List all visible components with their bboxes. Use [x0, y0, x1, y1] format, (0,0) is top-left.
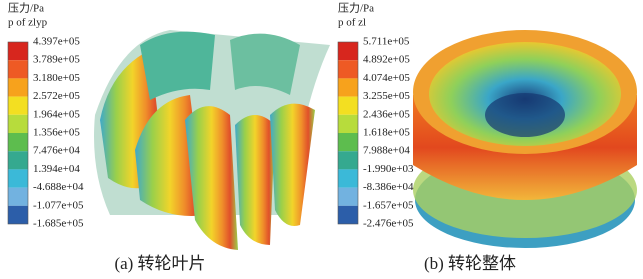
colorbar-segment — [8, 115, 28, 133]
colorbar-label: 4.397e+05 — [33, 36, 80, 48]
colorbar-label: 3.180e+05 — [33, 72, 80, 84]
runner-whole-render — [413, 30, 637, 248]
colorbar-segment — [8, 42, 28, 60]
figure: 压力/Pa p of zlyp 4.397e+05 3.789e+05 3.180e+0… — [0, 0, 643, 279]
colorbar-label: -1.657e+05 — [363, 199, 414, 211]
colorbar-segment — [8, 169, 28, 187]
caption: (b) 转轮整体 — [424, 254, 516, 273]
colorbar-segment — [338, 115, 358, 133]
colorbar-segment — [338, 151, 358, 169]
colorbar-label: 1.618e+05 — [363, 127, 410, 139]
legend-subtitle: p of zl — [338, 17, 366, 29]
legend-title: 压力/Pa — [338, 2, 374, 15]
colorbar-label: 2.572e+05 — [33, 90, 80, 102]
colorbar-label: -2.476e+05 — [363, 218, 414, 230]
colorbar-segment — [338, 42, 358, 60]
colorbar-segment — [8, 78, 28, 96]
colorbar-segment — [8, 133, 28, 151]
colorbar-label: 4.074e+05 — [363, 72, 410, 84]
colorbar-segment — [8, 188, 28, 206]
colorbar-segment — [8, 60, 28, 78]
colorbar-label: 1.356e+05 — [33, 127, 80, 139]
colorbar-label: 1.394e+04 — [33, 163, 80, 175]
colorbar-label: 4.892e+05 — [363, 54, 410, 66]
colorbar-segment — [338, 206, 358, 224]
colorbar-label: 1.964e+05 — [33, 108, 80, 120]
colorbar-label: -1.077e+05 — [33, 199, 84, 211]
colorbar-segment — [8, 97, 28, 115]
colorbar-segment — [338, 78, 358, 96]
colorbar-segment — [8, 151, 28, 169]
colorbar-segment — [338, 133, 358, 151]
colorbar-segment — [338, 169, 358, 187]
colorbar-segment — [8, 206, 28, 224]
legend-subtitle: p of zlyp — [8, 17, 48, 29]
colorbar-label: 5.711e+05 — [363, 36, 410, 48]
colorbar-label: -8.386e+04 — [363, 181, 414, 193]
legend-title: 压力/Pa — [8, 2, 44, 15]
colorbar-segment — [338, 60, 358, 78]
colorbar-segment — [338, 97, 358, 115]
colorbar-label: 7.988e+04 — [363, 145, 410, 157]
colorbar-label: 2.436e+05 — [363, 108, 410, 120]
colorbar-label: -1.685e+05 — [33, 218, 84, 230]
colorbar-label: -4.688e+04 — [33, 181, 84, 193]
colorbar-label: 3.255e+05 — [363, 90, 410, 102]
caption: (a) 转轮叶片 — [114, 254, 205, 273]
runner-blades-render — [94, 30, 330, 250]
colorbar-label: -1.990e+03 — [363, 163, 414, 175]
colorbar-segment — [338, 188, 358, 206]
colorbar-label: 7.476e+04 — [33, 145, 80, 157]
colorbar-label: 3.789e+05 — [33, 54, 80, 66]
